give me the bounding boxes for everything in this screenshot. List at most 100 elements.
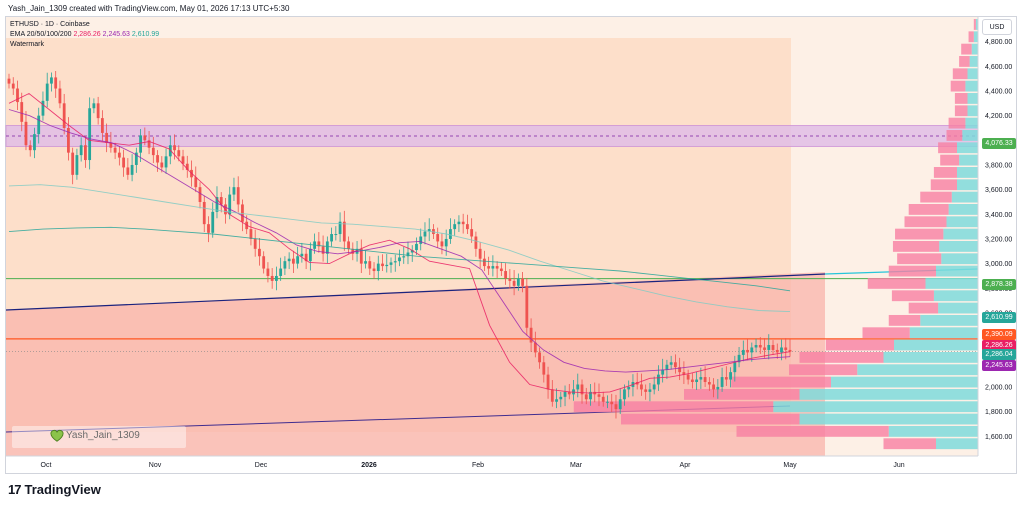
candle-body[interactable] xyxy=(385,264,389,267)
candle-body[interactable] xyxy=(393,261,397,263)
candle-body[interactable] xyxy=(338,221,342,235)
candle-body[interactable] xyxy=(580,384,584,395)
candle-body[interactable] xyxy=(550,389,554,402)
candle-body[interactable] xyxy=(788,349,792,352)
candle-body[interactable] xyxy=(508,278,512,281)
symbol-label[interactable]: ETHUSD · 1D · Coinbase xyxy=(10,21,90,28)
candle-body[interactable] xyxy=(258,248,261,257)
candle-body[interactable] xyxy=(372,268,376,272)
candle-body[interactable] xyxy=(105,132,109,143)
candle-body[interactable] xyxy=(652,384,656,390)
candle-body[interactable] xyxy=(96,103,100,119)
candle-body[interactable] xyxy=(516,278,520,286)
candle-body[interactable] xyxy=(478,248,482,259)
candle-body[interactable] xyxy=(525,285,529,328)
upper-trendline[interactable] xyxy=(5,273,826,311)
candle-body[interactable] xyxy=(533,342,537,353)
candle-body[interactable] xyxy=(177,150,181,157)
candle-body[interactable] xyxy=(304,253,308,262)
ema-line-ema200[interactable] xyxy=(8,226,791,292)
candle-body[interactable] xyxy=(185,163,189,170)
candle-body[interactable] xyxy=(750,347,754,353)
candle-body[interactable] xyxy=(461,221,465,225)
candle-body[interactable] xyxy=(644,389,648,392)
candle-body[interactable] xyxy=(495,266,499,269)
candle-body[interactable] xyxy=(173,145,176,151)
candle-body[interactable] xyxy=(160,162,164,168)
candle-body[interactable] xyxy=(202,201,206,225)
candle-body[interactable] xyxy=(690,379,694,383)
candle-body[interactable] xyxy=(657,374,660,385)
candle-body[interactable] xyxy=(699,377,703,380)
candle-body[interactable] xyxy=(232,187,236,195)
candle-body[interactable] xyxy=(287,258,291,262)
candle-body[interactable] xyxy=(763,347,766,350)
candle-body[interactable] xyxy=(198,187,202,202)
candle-body[interactable] xyxy=(682,372,686,375)
candle-body[interactable] xyxy=(648,389,652,392)
candle-body[interactable] xyxy=(542,362,546,375)
candle-body[interactable] xyxy=(453,224,457,230)
candle-body[interactable] xyxy=(283,261,287,269)
candle-body[interactable] xyxy=(28,145,32,151)
ema-legend[interactable]: EMA 20/50/100/200 2,286.26 2,245.63 2,61… xyxy=(10,30,159,40)
candle-body[interactable] xyxy=(75,155,79,175)
candle-body[interactable] xyxy=(50,77,53,84)
candle-body[interactable] xyxy=(758,345,762,348)
ema-line-ema50[interactable] xyxy=(8,109,791,373)
candle-body[interactable] xyxy=(529,327,533,343)
candle-body[interactable] xyxy=(92,103,96,109)
candle-body[interactable] xyxy=(228,194,232,215)
candle-body[interactable] xyxy=(296,256,300,264)
candle-body[interactable] xyxy=(707,382,711,385)
currency-button[interactable]: USD xyxy=(982,19,1012,35)
candle-body[interactable] xyxy=(376,263,380,272)
candle-body[interactable] xyxy=(122,157,126,168)
candle-body[interactable] xyxy=(351,248,355,254)
candle-body[interactable] xyxy=(538,352,541,363)
candle-body[interactable] xyxy=(279,268,283,276)
candle-body[interactable] xyxy=(364,261,367,264)
candle-body[interactable] xyxy=(16,88,19,103)
candle-body[interactable] xyxy=(79,145,83,156)
candle-body[interactable] xyxy=(767,345,771,350)
tradingview-logo[interactable]: 17 TradingView xyxy=(8,482,101,497)
candle-body[interactable] xyxy=(712,384,715,390)
candle-body[interactable] xyxy=(703,377,707,383)
candle-body[interactable] xyxy=(381,263,384,267)
candle-body[interactable] xyxy=(126,167,130,175)
candle-body[interactable] xyxy=(100,118,104,133)
candle-body[interactable] xyxy=(474,236,478,249)
candle-body[interactable] xyxy=(673,362,677,368)
candle-body[interactable] xyxy=(784,347,788,350)
candle-body[interactable] xyxy=(567,391,571,395)
candle-body[interactable] xyxy=(686,374,690,380)
candle-body[interactable] xyxy=(563,391,567,397)
candle-body[interactable] xyxy=(130,164,134,175)
candle-body[interactable] xyxy=(7,78,11,84)
candle-body[interactable] xyxy=(589,391,592,400)
candle-body[interactable] xyxy=(695,379,699,383)
candle-body[interactable] xyxy=(317,241,321,247)
candle-body[interactable] xyxy=(11,83,15,89)
candle-body[interactable] xyxy=(389,262,393,265)
candle-body[interactable] xyxy=(236,187,240,205)
candle-body[interactable] xyxy=(156,155,159,163)
candle-body[interactable] xyxy=(181,156,185,164)
candle-body[interactable] xyxy=(661,369,665,375)
candle-body[interactable] xyxy=(139,135,142,153)
candle-body[interactable] xyxy=(262,256,266,269)
candle-body[interactable] xyxy=(253,238,257,249)
candle-body[interactable] xyxy=(614,404,618,410)
candle-body[interactable] xyxy=(746,349,749,353)
candle-body[interactable] xyxy=(275,275,278,281)
candle-body[interactable] xyxy=(266,268,270,276)
candle-body[interactable] xyxy=(427,229,431,232)
candle-body[interactable] xyxy=(720,377,724,387)
candle-body[interactable] xyxy=(733,362,737,373)
candle-body[interactable] xyxy=(724,377,728,380)
candle-body[interactable] xyxy=(398,257,401,262)
candle-body[interactable] xyxy=(423,231,427,237)
candle-body[interactable] xyxy=(555,399,558,402)
